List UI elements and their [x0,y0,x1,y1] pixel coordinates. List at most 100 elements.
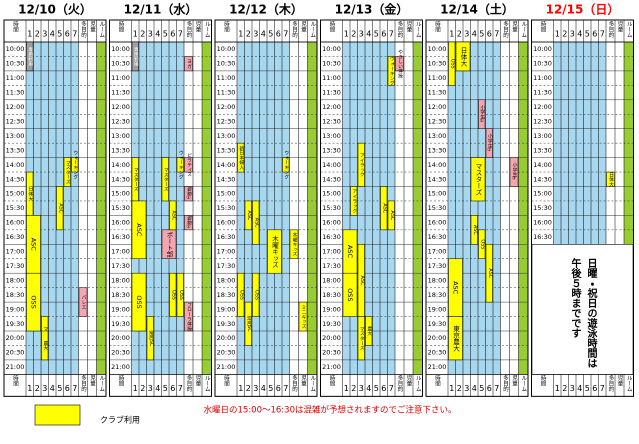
time-label: 10:30 [533,60,552,68]
column-header: 3 [359,384,364,393]
event-label: バレエ [81,295,86,310]
day: 12/10（火）10:0010:3011:0011:3012:0012:3013… [3,2,107,397]
column-header: 1 [27,30,32,39]
time-label: 13:30 [428,146,447,154]
column-header: 時間 [540,20,547,34]
column-header: 1 [449,384,454,393]
time-label: 14:30 [217,175,236,183]
time-label: 11:00 [322,74,341,82]
time-label: 13:00 [217,132,236,140]
event-label: 姿勢② [186,215,191,230]
time-label: 21:00 [6,363,25,371]
event-block [244,200,252,231]
column-header: 多目的 [608,20,615,39]
column-header: 3 [570,384,575,393]
time-label: 11:30 [217,89,236,97]
time-label: 12:00 [322,103,341,111]
time-label: 17:30 [6,262,25,270]
column-header: 6 [487,30,492,39]
event-label: マスターズ [65,160,70,184]
event-block [289,229,299,260]
column-header: 4 [50,30,55,39]
column-header: ルーム [309,21,316,38]
day: 12/12（木）10:0010:3011:0011:3012:0012:3013… [214,2,318,397]
event-block [184,215,193,231]
column-header: 2 [351,384,356,393]
column-header: 7 [600,30,605,39]
event-label: やさしい体操 [397,49,402,79]
time-label: 14:00 [111,161,130,169]
column-header: 4 [155,384,160,393]
column-header: ルーム [204,21,211,38]
time-label: 14:00 [322,161,341,169]
column-header: ルーム [626,375,633,392]
time-label: 15:30 [6,204,25,212]
column-header: 時間 [434,374,441,388]
day-frame [3,19,107,397]
day-frame [425,19,529,397]
event-label: マスターズ [359,326,364,350]
column-header: 3 [42,384,47,393]
room-bg [518,42,528,375]
time-label: 19:30 [322,320,341,328]
column-header: 7 [389,384,394,393]
time-label: 13:00 [6,132,25,140]
time-label: 18:00 [322,276,341,284]
column-header: ルーム [309,375,316,392]
column-header: 4 [577,30,582,39]
column-header: 6 [170,384,175,393]
time-label: 14:00 [428,161,447,169]
time-label: 19:30 [111,320,130,328]
column-header: 児童 [406,20,413,33]
event-label: 農大 [366,325,371,337]
time-label: 17:30 [217,262,236,270]
column-header: 6 [592,30,597,39]
day: 12/14（土）10:0010:3011:0011:3012:0012:3013… [425,2,529,397]
event-label: 常呂SC [246,315,252,332]
time-label: 11:00 [111,74,130,82]
event-block [485,128,493,158]
event-label: ASC [381,203,387,213]
event-block [298,301,308,332]
time-label: 17:00 [6,248,25,256]
time-label: 19:00 [6,305,25,313]
column-header: 1 [238,30,243,39]
column-header: 7 [600,384,605,393]
column-header: 1 [555,384,560,393]
time-label: 21:00 [428,363,447,371]
event-label: ASC [389,211,395,221]
closed-box [531,244,634,375]
column-header: 6 [65,30,70,39]
column-header: 2 [351,30,356,39]
time-label: 20:30 [111,349,130,357]
room-bg [624,42,634,375]
event-block [131,41,139,72]
time-label: 15:00 [322,190,341,198]
event-block [448,41,456,86]
time-label: 10:30 [111,60,130,68]
time-label: 12:00 [428,103,447,111]
time-label: 18:30 [111,291,130,299]
time-label: 15:30 [533,204,552,212]
event-block [357,316,365,361]
time-label: 17:00 [428,248,447,256]
column-header: 2 [457,30,462,39]
column-header: 5 [268,384,273,393]
event-block [448,316,463,361]
column-header: 時間 [118,20,125,34]
event-label: ヨガ [186,59,191,70]
event-block [161,157,169,202]
event-label: 新日本婦人 [238,145,243,170]
column-header: ルーム [520,375,527,392]
column-header: 5 [57,30,62,39]
time-label: 11:30 [111,89,130,97]
time-label: 16:00 [428,219,447,227]
column-header: 5 [163,384,168,393]
event-label: OSS [170,290,176,300]
time-label: 18:30 [322,291,341,299]
time-label: 11:30 [6,89,25,97]
event-label: 日体大 [459,46,467,67]
event-label: ウォーキング [389,56,394,87]
event-block [146,316,154,361]
time-label: 20:00 [6,334,25,342]
